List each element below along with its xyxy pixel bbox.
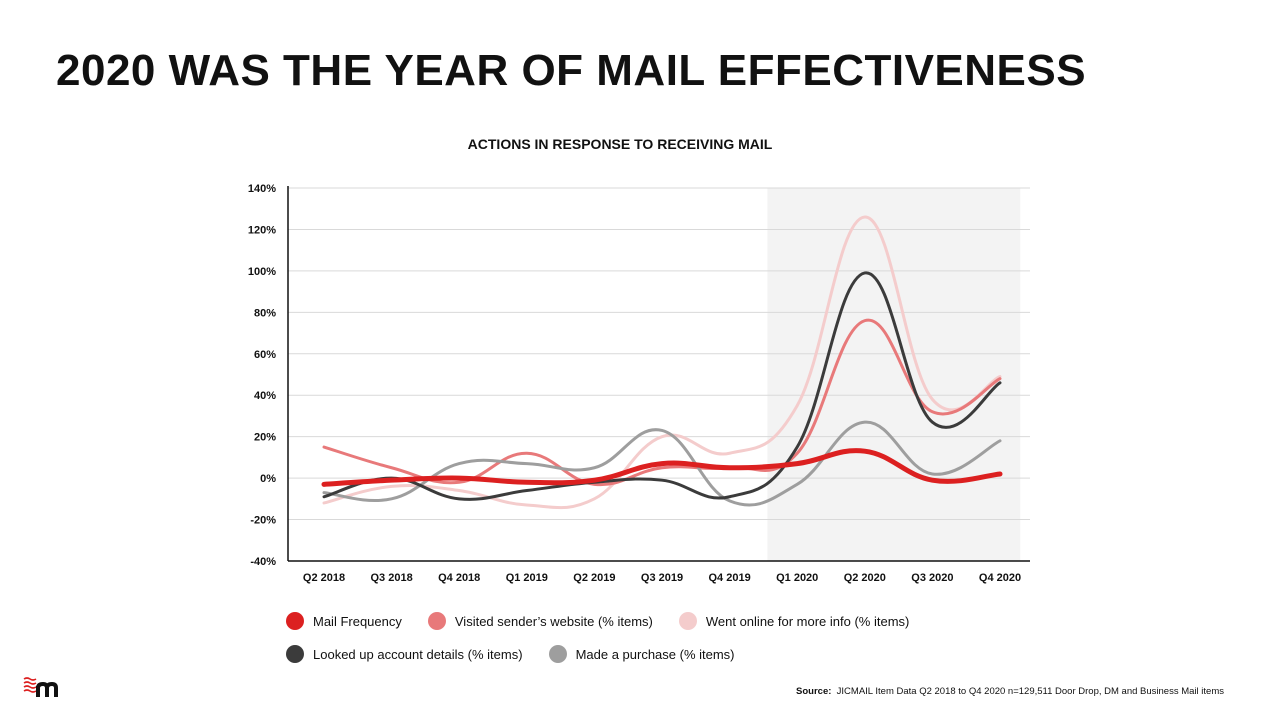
legend-item-mail-frequency: Mail Frequency <box>286 612 402 630</box>
legend-label: Visited sender’s website (% items) <box>454 613 653 629</box>
y-tick-label: 60% <box>254 349 276 361</box>
legend-label: Made a purchase (% items) <box>575 646 735 662</box>
y-tick-label: 0% <box>260 473 276 485</box>
source-label: Source: <box>796 686 832 697</box>
y-tick-label: -20% <box>250 515 276 527</box>
y-tick-label: -40% <box>250 556 276 568</box>
highlight-region <box>767 188 1021 561</box>
legend-label: Mail Frequency <box>313 613 402 629</box>
legend-item-looked-up-account: Looked up account details (% items) <box>286 645 523 663</box>
brand-logo <box>23 677 58 697</box>
legend-item-visited-website: Visited sender’s website (% items) <box>427 612 653 630</box>
legend-swatch-went-online <box>678 612 697 630</box>
legend-swatch-mail-frequency <box>286 612 304 630</box>
x-tick-label: Q4 2018 <box>438 572 480 584</box>
legend-row-2: Looked up account details (% items) Made… <box>286 645 761 663</box>
legend-swatch-made-purchase <box>548 645 567 663</box>
series-line-looked-up-account-details-items <box>322 271 1002 501</box>
legend-label: Went online for more info (% items) <box>705 613 910 629</box>
legend-label: Looked up account details (% items) <box>313 646 523 662</box>
y-tick-label: 140% <box>248 183 276 195</box>
y-tick-label: 40% <box>254 390 276 402</box>
x-tick-label: Q3 2018 <box>370 572 412 584</box>
legend-swatch-visited-website <box>427 612 446 630</box>
legend-item-went-online: Went online for more info (% items) <box>678 612 910 630</box>
series-line-made-a-purchase-items <box>322 420 1002 507</box>
source-text: JICMAIL Item Data Q2 2018 to Q4 2020 n=1… <box>836 686 1224 697</box>
x-tick-label: Q3 2019 <box>641 572 683 584</box>
legend-swatch-looked-up-account <box>286 645 304 663</box>
series-line-visited-sender-s-website-items <box>322 318 1002 487</box>
page-title: 2020 WAS THE YEAR OF MAIL EFFECTIVENESS <box>56 46 1087 95</box>
x-tick-label: Q1 2019 <box>506 572 548 584</box>
x-tick-label: Q2 2019 <box>573 572 615 584</box>
x-tick-label: Q2 2018 <box>303 572 345 584</box>
x-tick-label: Q3 2020 <box>911 572 953 584</box>
series-line-went-online-for-more-info-items <box>322 215 1002 510</box>
y-tick-label: 20% <box>254 432 276 444</box>
y-tick-label: 120% <box>248 224 276 236</box>
legend-item-made-purchase: Made a purchase (% items) <box>548 645 735 663</box>
x-tick-label: Q2 2020 <box>844 572 886 584</box>
legend-row-1: Mail Frequency Visited sender’s website … <box>286 612 935 630</box>
x-tick-label: Q4 2019 <box>708 572 750 584</box>
series-line-mail-frequency <box>321 448 1003 487</box>
source-note: Source: JICMAIL Item Data Q2 2018 to Q4 … <box>796 686 1224 697</box>
y-tick-label: 100% <box>248 266 276 278</box>
x-tick-label: Q1 2020 <box>776 572 818 584</box>
y-tick-label: 80% <box>254 307 276 319</box>
x-tick-label: Q4 2020 <box>979 572 1021 584</box>
chart-title: ACTIONS IN RESPONSE TO RECEIVING MAIL <box>467 136 773 152</box>
